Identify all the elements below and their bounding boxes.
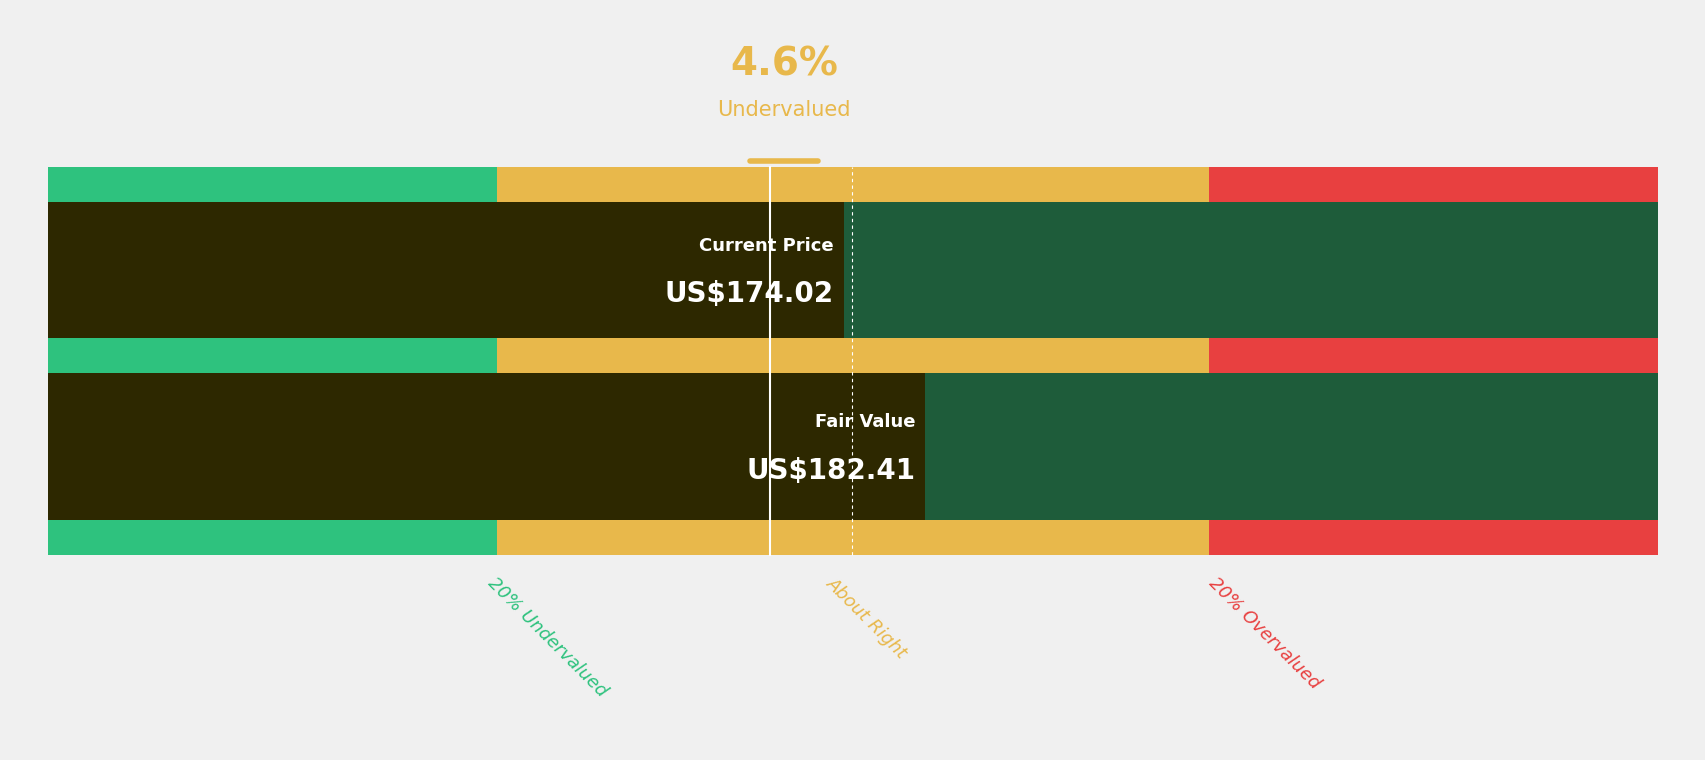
Text: Current Price: Current Price — [699, 236, 832, 255]
Text: US$174.02: US$174.02 — [663, 280, 832, 309]
Text: Undervalued: Undervalued — [716, 100, 851, 120]
Text: About Right: About Right — [824, 574, 910, 661]
Bar — [1209, 167, 1657, 555]
Bar — [48, 167, 496, 555]
Text: 20% Overvalued: 20% Overvalued — [1204, 574, 1323, 692]
Text: 4.6%: 4.6% — [730, 46, 837, 84]
Bar — [48, 202, 842, 337]
Text: US$182.41: US$182.41 — [745, 457, 914, 485]
Bar — [48, 372, 924, 520]
Bar — [48, 372, 1657, 520]
Bar — [496, 167, 1209, 555]
Text: Fair Value: Fair Value — [815, 413, 914, 431]
Bar — [48, 202, 1657, 337]
Text: 20% Undervalued: 20% Undervalued — [484, 574, 610, 700]
